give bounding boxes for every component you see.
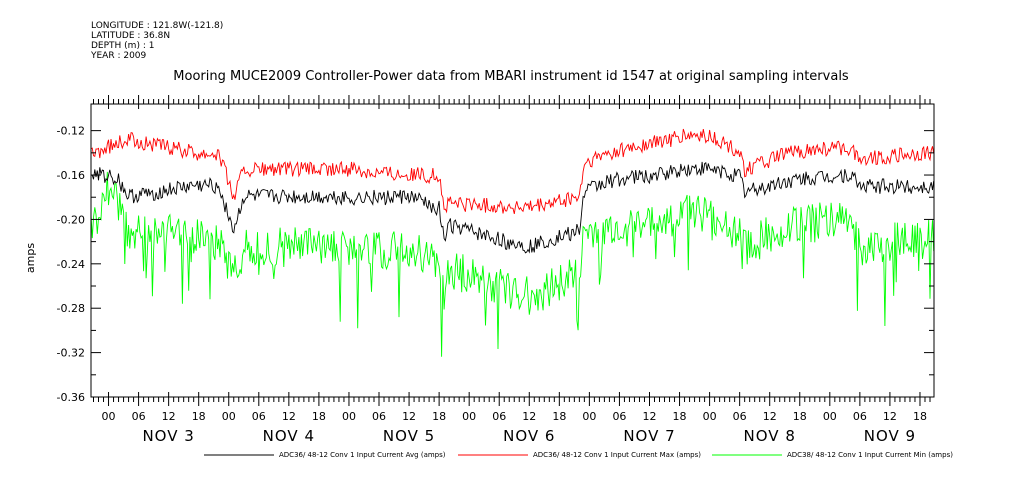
x-hour-label: 06 bbox=[612, 410, 626, 423]
x-hour-label: 06 bbox=[372, 410, 386, 423]
x-hour-label: 06 bbox=[252, 410, 266, 423]
latitude-label: LATITUDE : 36.8N bbox=[91, 31, 171, 41]
x-day-label: NOV 7 bbox=[623, 427, 675, 445]
legend-label-0: ADC36/ 48-12 Conv 1 Input Current Avg (a… bbox=[279, 451, 446, 459]
x-hour-label: 18 bbox=[913, 410, 927, 423]
axis-layer: -0.12 -0.16 -0.20 -0.24 -0.28 -0.32 -0.36 00 06 1… bbox=[57, 95, 934, 445]
x-hour-label: 00 bbox=[462, 410, 476, 423]
x-hour-label: 00 bbox=[703, 410, 717, 423]
x-day-label: NOV 4 bbox=[263, 427, 315, 445]
x-hour-label: 06 bbox=[733, 410, 747, 423]
x-hour-label: 00 bbox=[582, 410, 596, 423]
y-tick-label: -0.20 bbox=[57, 213, 85, 226]
metadata-block: LONGITUDE : 121.8W(-121.8) LATITUDE : 36… bbox=[91, 21, 223, 61]
y-tick-label: -0.16 bbox=[57, 169, 85, 182]
series-line-1 bbox=[90, 128, 935, 215]
longitude-label: LONGITUDE : 121.8W(-121.8) bbox=[91, 21, 224, 31]
x-hour-label: 06 bbox=[492, 410, 506, 423]
plot-frame bbox=[90, 103, 935, 398]
x-hour-label: 00 bbox=[342, 410, 356, 423]
y-tick-label: -0.24 bbox=[57, 258, 85, 271]
x-hour-label: 18 bbox=[432, 410, 446, 423]
legend: ADC36/ 48-12 Conv 1 Input Current Avg (a… bbox=[204, 451, 953, 459]
x-hour-label: 06 bbox=[853, 410, 867, 423]
x-hour-label: 18 bbox=[552, 410, 566, 423]
series-layer bbox=[90, 128, 935, 357]
x-hour-label: 00 bbox=[222, 410, 236, 423]
x-hour-label: 12 bbox=[642, 410, 656, 423]
x-hour-label: 18 bbox=[793, 410, 807, 423]
x-hour-label: 06 bbox=[132, 410, 146, 423]
x-hour-label: 00 bbox=[823, 410, 837, 423]
x-hour-label: 12 bbox=[522, 410, 536, 423]
series-line-0 bbox=[90, 161, 935, 254]
x-hour-label: 18 bbox=[312, 410, 326, 423]
x-hour-label: 12 bbox=[162, 410, 176, 423]
legend-label-1: ADC36/ 48-12 Conv 1 Input Current Max (a… bbox=[533, 451, 701, 459]
x-day-label: NOV 3 bbox=[142, 427, 194, 445]
x-day-label: NOV 6 bbox=[503, 427, 555, 445]
x-hour-label: 18 bbox=[673, 410, 687, 423]
x-day-label: NOV 5 bbox=[383, 427, 435, 445]
x-day-label: NOV 9 bbox=[864, 427, 916, 445]
series-line-2 bbox=[90, 171, 935, 357]
legend-label-2: ADC38/ 48-12 Conv 1 Input Current Min (a… bbox=[787, 451, 953, 459]
y-tick-label: -0.36 bbox=[57, 391, 85, 404]
x-hour-label: 12 bbox=[402, 410, 416, 423]
x-hour-label: 12 bbox=[282, 410, 296, 423]
y-tick-label: -0.32 bbox=[57, 347, 85, 360]
year-label: YEAR : 2009 bbox=[91, 51, 147, 61]
x-hour-label: 00 bbox=[102, 410, 116, 423]
y-tick-label: -0.12 bbox=[57, 125, 85, 138]
y-axis-label: amps bbox=[24, 243, 37, 273]
x-day-label: NOV 8 bbox=[744, 427, 796, 445]
depth-label: DEPTH (m) : 1 bbox=[91, 41, 155, 51]
x-hour-label: 12 bbox=[883, 410, 897, 423]
x-hour-label: 18 bbox=[192, 410, 206, 423]
x-hour-label: 12 bbox=[763, 410, 777, 423]
chart-title: Mooring MUCE2009 Controller-Power data f… bbox=[173, 69, 849, 84]
y-tick-label: -0.28 bbox=[57, 302, 85, 315]
